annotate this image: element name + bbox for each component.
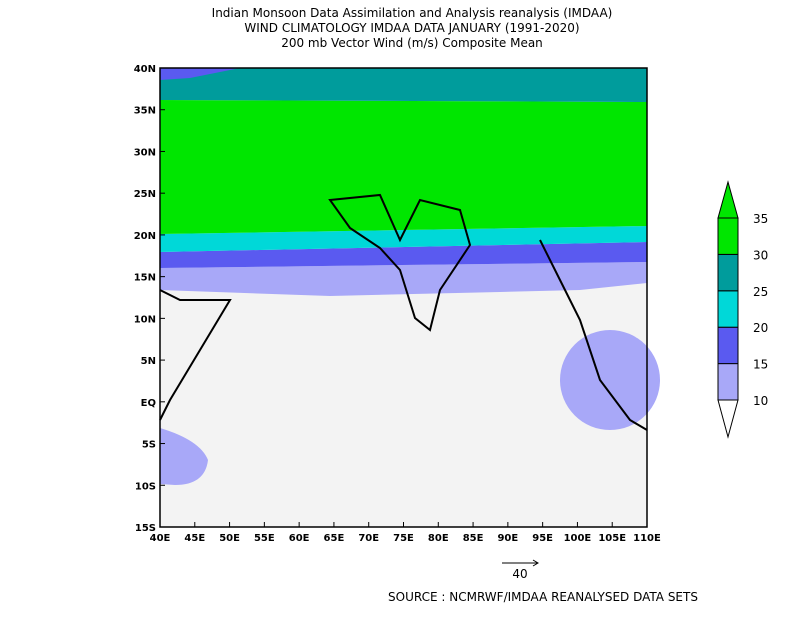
lon-label: 65E [324, 533, 345, 544]
colorbar-end [717, 180, 739, 219]
lat-label: 15N [134, 273, 156, 284]
shade-band [160, 242, 647, 268]
colorbar-label: 15 [753, 358, 768, 372]
title-line: Indian Monsoon Data Assimilation and Ana… [212, 6, 613, 20]
title-line: 200 mb Vector Wind (m/s) Composite Mean [281, 36, 543, 50]
source-text: SOURCE : NCMRWF/IMDAA REANALYSED DATA SE… [388, 590, 698, 604]
lat-label: 40N [134, 64, 156, 75]
colorbar-segment [717, 363, 739, 401]
shade-band [160, 100, 647, 234]
lat-label: 35N [134, 106, 156, 117]
lat-label: 5S [142, 440, 156, 451]
lon-label: 55E [254, 533, 275, 544]
lon-label: 95E [532, 533, 553, 544]
shade-band [160, 226, 647, 252]
lon-label: 80E [428, 533, 449, 544]
colorbar-label: 30 [753, 248, 768, 262]
shade-band [160, 68, 240, 80]
title-line: WIND CLIMATOLOGY IMDAA DATA JANUARY (199… [244, 21, 579, 35]
shade-blob [560, 330, 660, 430]
lon-label: 60E [289, 533, 310, 544]
lat-label: EQ [141, 398, 156, 409]
lon-label: 90E [497, 533, 518, 544]
lon-label: 85E [463, 533, 484, 544]
colorbar-segment [717, 290, 739, 328]
colorbar-label: 25 [753, 285, 768, 299]
colorbar-label: 20 [753, 321, 768, 335]
lon-label: 110E [633, 533, 661, 544]
coastline [539, 239, 648, 431]
colorbar-segment [717, 326, 739, 365]
lat-label: 10S [135, 481, 156, 492]
colorbar-end [717, 399, 739, 439]
lat-label: 5N [141, 356, 156, 367]
colorbar-segment [717, 253, 739, 292]
reference-label: 40 [512, 567, 527, 581]
lat-label: 25N [134, 189, 156, 200]
lat-label: 20N [134, 231, 156, 242]
shade-blob [160, 428, 208, 485]
colorbar-label: 35 [753, 212, 768, 226]
lon-label: 75E [393, 533, 414, 544]
lat-label: 15S [135, 523, 156, 534]
coastline [159, 289, 232, 421]
lat-label: 10N [134, 314, 156, 325]
colorbar-label: 10 [753, 394, 768, 408]
shade-band [160, 68, 647, 102]
colorbar-segment [717, 217, 739, 255]
map-panel [159, 67, 660, 528]
reference-arrow-head [532, 559, 539, 567]
lon-label: 40E [150, 533, 171, 544]
lon-label: 105E [598, 533, 626, 544]
lon-label: 100E [564, 533, 592, 544]
coastline [328, 193, 472, 332]
lon-label: 50E [219, 533, 240, 544]
lon-label: 70E [358, 533, 379, 544]
lat-label: 30N [134, 147, 156, 158]
lon-label: 45E [184, 533, 205, 544]
